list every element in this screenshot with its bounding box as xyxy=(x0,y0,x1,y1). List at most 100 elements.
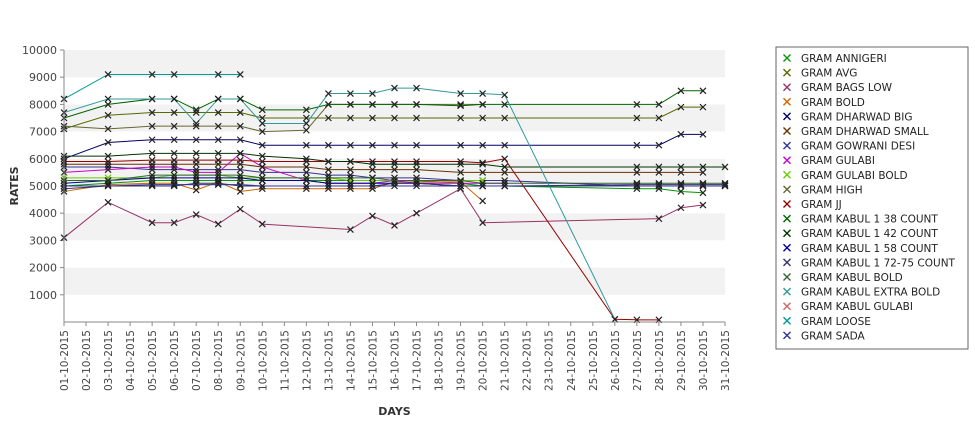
legend-marker xyxy=(783,170,791,179)
data-point xyxy=(302,120,310,127)
data-point xyxy=(324,179,332,187)
x-tick-label: 17-10-2015 xyxy=(412,330,424,391)
data-point xyxy=(413,182,420,190)
data-point xyxy=(677,168,685,176)
data-point xyxy=(104,177,112,184)
data-point xyxy=(192,122,200,130)
data-point xyxy=(457,182,465,190)
data-point xyxy=(104,111,112,119)
data-point xyxy=(633,100,641,108)
data-point xyxy=(192,171,200,179)
data-point xyxy=(192,156,200,164)
legend-item-label: GRAM GULABI BOLD xyxy=(801,170,908,182)
data-point xyxy=(655,215,663,223)
x-tick-label: 14-10-2015 xyxy=(345,330,357,391)
data-point xyxy=(148,95,156,103)
data-point xyxy=(655,163,663,171)
data-point xyxy=(457,158,465,165)
data-point xyxy=(369,160,376,168)
data-point xyxy=(413,166,420,174)
legend-item-label: GRAM GULABI xyxy=(801,155,875,167)
x-tick-label: 09-10-2015 xyxy=(235,330,247,391)
data-point xyxy=(369,166,376,174)
data-point xyxy=(148,171,156,179)
data-point xyxy=(677,130,685,138)
data-point xyxy=(457,160,465,168)
data-point xyxy=(391,141,398,149)
legend-item-label: GRAM BOLD xyxy=(801,97,865,109)
grid-band xyxy=(64,50,725,78)
legend-marker xyxy=(783,112,791,121)
x-tick-label: 16-10-2015 xyxy=(390,330,402,391)
data-point xyxy=(699,182,707,190)
data-point xyxy=(479,179,487,187)
data-point xyxy=(192,179,200,187)
data-point xyxy=(258,106,266,114)
data-point xyxy=(479,141,487,149)
data-point xyxy=(148,163,156,171)
data-point xyxy=(457,185,465,193)
data-point xyxy=(148,181,156,189)
data-point xyxy=(655,114,663,122)
legend: GRAM ANNIGERI GRAM AVG GRAM BAGS LOW GRAM B… xyxy=(775,46,969,350)
data-point xyxy=(148,219,156,227)
x-tick-label: 21-10-2015 xyxy=(500,330,512,391)
data-point xyxy=(214,174,222,182)
x-tick-label: 04-10-2015 xyxy=(125,330,137,391)
y-tick-label: 1000 xyxy=(29,289,57,302)
data-point xyxy=(258,141,266,149)
data-point xyxy=(457,114,465,122)
data-point xyxy=(324,166,332,174)
data-point xyxy=(192,109,200,116)
legend-marker xyxy=(783,214,791,223)
data-point xyxy=(214,95,222,103)
data-point xyxy=(479,160,487,168)
data-point xyxy=(413,100,420,108)
x-axis-label: DAYS xyxy=(378,405,411,418)
data-point xyxy=(236,182,244,190)
data-point xyxy=(302,141,310,149)
data-point xyxy=(258,185,266,193)
legend-box xyxy=(775,46,969,350)
data-point xyxy=(258,168,266,176)
x-tick-label: 06-10-2015 xyxy=(169,330,181,391)
data-point xyxy=(258,182,266,190)
data-point xyxy=(258,152,266,160)
data-point xyxy=(479,90,487,97)
data-point xyxy=(633,182,641,190)
data-point xyxy=(347,185,354,193)
legend-item-label: GRAM DHARWAD SMALL xyxy=(801,126,929,138)
x-tick-label: 12-10-2015 xyxy=(301,330,313,391)
series-12 xyxy=(60,149,729,171)
data-point xyxy=(170,71,178,78)
data-point xyxy=(655,100,663,108)
data-point xyxy=(479,219,487,227)
x-tick-label: 07-10-2015 xyxy=(191,330,203,391)
data-point xyxy=(236,122,244,130)
legend-item-label: GRAM GOWRANI DESI xyxy=(801,141,915,153)
data-point xyxy=(633,168,641,176)
data-point xyxy=(324,114,332,122)
series-line xyxy=(63,87,616,320)
data-point xyxy=(721,182,729,190)
series-4 xyxy=(60,130,707,163)
data-point xyxy=(236,171,244,179)
data-point xyxy=(302,177,310,184)
series-line xyxy=(64,152,725,168)
grid-band xyxy=(64,77,725,105)
data-point xyxy=(236,95,244,103)
data-point xyxy=(302,126,310,134)
data-point xyxy=(369,185,376,193)
data-point xyxy=(258,220,266,228)
data-point xyxy=(347,141,354,149)
data-point xyxy=(347,174,354,182)
x-tick-label: 29-10-2015 xyxy=(676,330,688,391)
data-point xyxy=(236,156,244,164)
data-point xyxy=(104,100,112,108)
legend-item-label: GRAM KABUL 1 38 COUNT xyxy=(801,214,938,226)
y-axis-label: RATES xyxy=(8,166,21,205)
data-point xyxy=(192,186,200,194)
data-point xyxy=(214,71,222,78)
data-point xyxy=(369,182,376,190)
data-point xyxy=(148,136,156,144)
